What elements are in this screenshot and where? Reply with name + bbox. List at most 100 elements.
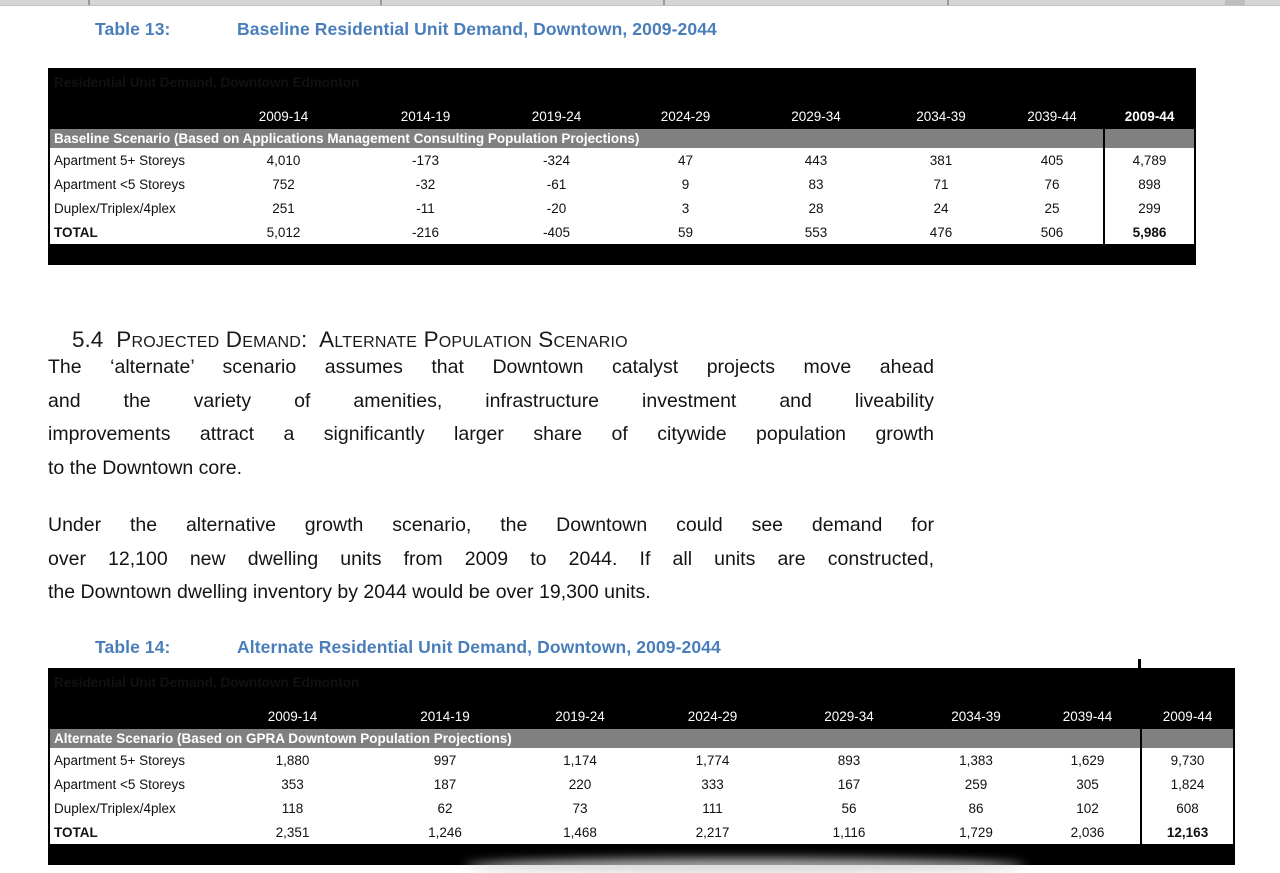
table-cell: 333 bbox=[644, 772, 781, 796]
empty-cell bbox=[49, 95, 209, 129]
ruler-tick bbox=[380, 0, 382, 5]
table-cell: 443 bbox=[751, 148, 881, 172]
table14-caption-title: Alternate Residential Unit Demand, Downt… bbox=[237, 637, 721, 657]
table-cell: 553 bbox=[751, 220, 881, 244]
paragraph-line: The ‘alternate’ scenario assumes that Do… bbox=[48, 356, 934, 378]
paragraph-line: the Downtown dwelling inventory by 2044 … bbox=[48, 581, 651, 603]
table-years-row: 2009-14 2014-19 2019-24 2024-29 2029-34 2034-… bbox=[49, 95, 1196, 129]
column-header: 2014-19 bbox=[374, 695, 516, 729]
table-cell: -405 bbox=[493, 220, 620, 244]
scenario-cell: Baseline Scenario (Based on Applications… bbox=[49, 129, 1104, 148]
row-label: Apartment <5 Storeys bbox=[49, 172, 209, 196]
paragraph-1: The ‘alternate’ scenario assumes that Do… bbox=[48, 351, 934, 485]
scenario-spacer-cell bbox=[1139, 729, 1235, 748]
table14-caption: Table 14: Alternate Residential Unit Dem… bbox=[95, 637, 721, 658]
section-heading: 5.4 Projected Demand: Alternate Populatio… bbox=[47, 301, 628, 379]
column-header: 2039-44 bbox=[1001, 95, 1104, 129]
table-cell: 102 bbox=[1035, 796, 1141, 820]
row-label: TOTAL bbox=[49, 220, 209, 244]
table-cell: 24 bbox=[881, 196, 1001, 220]
table-cell: 47 bbox=[620, 148, 751, 172]
table-cell: -11 bbox=[358, 196, 493, 220]
column-header: 2029-34 bbox=[751, 95, 881, 129]
table-cell: -173 bbox=[358, 148, 493, 172]
scenario-spacer-cell bbox=[1102, 129, 1196, 148]
table-cell: 898 bbox=[1102, 172, 1196, 196]
table-cell: 2,217 bbox=[644, 820, 781, 844]
table-cell: 305 bbox=[1035, 772, 1141, 796]
paragraph-line: over 12,100 new dwelling units from 2009… bbox=[48, 547, 934, 570]
table-cell: 1,468 bbox=[516, 820, 644, 844]
footer-bar-cell bbox=[49, 844, 1235, 864]
table-cell: 86 bbox=[917, 796, 1035, 820]
table-years-row: 2009-14 2014-19 2019-24 2024-29 2029-34 2034-… bbox=[49, 695, 1235, 729]
row-label: TOTAL bbox=[49, 820, 211, 844]
table13: Residential Unit Demand, Downtown Edmont… bbox=[48, 68, 1197, 265]
ruler-tick bbox=[947, 0, 949, 5]
paragraph-line: Under the alternative growth scenario, t… bbox=[48, 514, 934, 536]
table-cell: -20 bbox=[493, 196, 620, 220]
column-header: 2039-44 bbox=[1035, 695, 1141, 729]
table-title-row: Residential Unit Demand, Downtown Edmont… bbox=[49, 669, 1235, 695]
table-cell: 167 bbox=[781, 772, 917, 796]
table-cell: 3 bbox=[620, 196, 751, 220]
column-header: 2009-44 bbox=[1102, 95, 1196, 129]
ruler-tick bbox=[88, 0, 90, 5]
table-cell: 608 bbox=[1139, 796, 1235, 820]
section-title: Projected Demand: Alternate Population S… bbox=[116, 327, 628, 352]
table-title-row: Residential Unit Demand, Downtown Edmont… bbox=[49, 69, 1196, 95]
table-cell: -324 bbox=[493, 148, 620, 172]
table14-wrapper: Residential Unit Demand, Downtown Edmont… bbox=[48, 668, 1236, 865]
total-row: TOTAL 2,351 1,246 1,468 2,217 1,116 1,729 2,036… bbox=[49, 820, 1235, 844]
table-title-cell: Residential Unit Demand, Downtown Edmont… bbox=[49, 669, 1235, 695]
scenario-row: Baseline Scenario (Based on Applications… bbox=[49, 129, 1196, 148]
table-cell: -32 bbox=[358, 172, 493, 196]
total-row: TOTAL 5,012 -216 -405 59 553 476 506 5,986 bbox=[49, 220, 1196, 244]
row-label: Apartment 5+ Storeys bbox=[49, 748, 211, 772]
table-cell: 83 bbox=[751, 172, 881, 196]
table-cell: 405 bbox=[1001, 148, 1104, 172]
column-header: 2019-24 bbox=[516, 695, 644, 729]
scenario-cell: Alternate Scenario (Based on GPRA Downto… bbox=[49, 729, 1141, 748]
column-header: 2009-14 bbox=[211, 695, 374, 729]
table13-caption-label: Table 13: bbox=[95, 19, 171, 39]
table-cell: 476 bbox=[881, 220, 1001, 244]
table-row: Duplex/Triplex/4plex 251 -11 -20 3 28 24 25 299 bbox=[49, 196, 1196, 220]
section-number: 5.4 bbox=[72, 327, 104, 352]
row-label: Duplex/Triplex/4plex bbox=[49, 796, 211, 820]
column-header: 2019-24 bbox=[493, 95, 620, 129]
table-row: Apartment 5+ Storeys 4,010 -173 -324 47 443 38… bbox=[49, 148, 1196, 172]
table-cell: 299 bbox=[1102, 196, 1196, 220]
table-cell: 111 bbox=[644, 796, 781, 820]
table-cell: 752 bbox=[209, 172, 358, 196]
table-cell: 220 bbox=[516, 772, 644, 796]
top-ruler bbox=[0, 0, 1280, 6]
table-cell: 62 bbox=[374, 796, 516, 820]
table-cell: 59 bbox=[620, 220, 751, 244]
table-cell: 1,174 bbox=[516, 748, 644, 772]
column-header: 2024-29 bbox=[620, 95, 751, 129]
column-header: 2034-39 bbox=[917, 695, 1035, 729]
table13-caption-title: Baseline Residential Unit Demand, Downto… bbox=[237, 19, 717, 39]
paragraph-line: improvements attract a significantly lar… bbox=[48, 423, 934, 445]
table-footer-bar bbox=[49, 844, 1235, 864]
table-cell: 25 bbox=[1001, 196, 1104, 220]
empty-cell bbox=[49, 695, 211, 729]
table14-caption-label: Table 14: bbox=[95, 637, 171, 657]
ruler-tick bbox=[663, 0, 665, 5]
table-row: Apartment <5 Storeys 752 -32 -61 9 83 71 76 898 bbox=[49, 172, 1196, 196]
table-cell: 76 bbox=[1001, 172, 1104, 196]
column-header: 2029-34 bbox=[781, 695, 917, 729]
table-cell: 56 bbox=[781, 796, 917, 820]
paragraph-line: and the variety of amenities, infrastruc… bbox=[48, 389, 934, 412]
table-cell: 1,880 bbox=[211, 748, 374, 772]
table-footer-bar bbox=[49, 244, 1196, 264]
table-cell: 506 bbox=[1001, 220, 1104, 244]
table14: Residential Unit Demand, Downtown Edmont… bbox=[48, 668, 1236, 865]
scenario-row: Alternate Scenario (Based on GPRA Downto… bbox=[49, 729, 1235, 748]
paragraph-line: to the Downtown core. bbox=[48, 456, 243, 479]
table-cell: 997 bbox=[374, 748, 516, 772]
table-cell: 4,010 bbox=[209, 148, 358, 172]
table-cell: 28 bbox=[751, 196, 881, 220]
